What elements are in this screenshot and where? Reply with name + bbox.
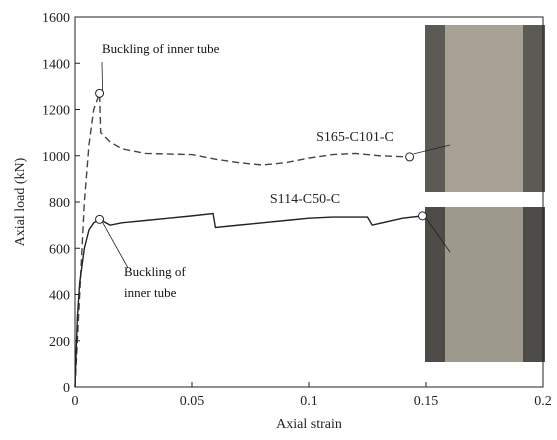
chart: Axial strain Axial load (kN) S165-C101-C… — [0, 0, 557, 440]
specimen-bottom — [445, 207, 523, 362]
leader-line — [102, 62, 103, 90]
annotation-marker — [96, 89, 104, 97]
y-tick-label: 600 — [49, 242, 70, 257]
y-tick-label: 800 — [49, 196, 70, 211]
series-label: S114-C50-C — [270, 192, 340, 207]
y-tick-label: 400 — [49, 289, 70, 304]
end-marker — [406, 153, 414, 161]
x-axis-title: Axial strain — [276, 417, 342, 432]
plot: Axial strain Axial load (kN) S165-C101-C… — [0, 0, 557, 440]
series-label: S165-C101-C — [316, 130, 394, 145]
y-tick-label: 1400 — [42, 57, 70, 72]
annotation: Buckling of inner tube — [124, 261, 186, 303]
x-tick-label: 0 — [72, 394, 79, 409]
x-tick-label: 0.05 — [180, 394, 205, 409]
annotation-marker — [96, 215, 104, 223]
x-tick-label: 0.15 — [414, 394, 439, 409]
y-tick-label: 200 — [49, 335, 70, 350]
y-tick-label: 0 — [63, 381, 70, 396]
y-axis-title: Axial load (kN) — [13, 157, 28, 246]
y-tick-label: 1600 — [42, 11, 70, 26]
x-tick-label: 0.2 — [534, 394, 552, 409]
annotation: Buckling of inner tube — [102, 38, 219, 59]
y-tick-label: 1200 — [42, 104, 70, 119]
specimen-top — [445, 25, 523, 192]
y-tick-label: 1000 — [42, 150, 70, 165]
x-tick-label: 0.1 — [300, 394, 318, 409]
end-marker — [418, 212, 426, 220]
